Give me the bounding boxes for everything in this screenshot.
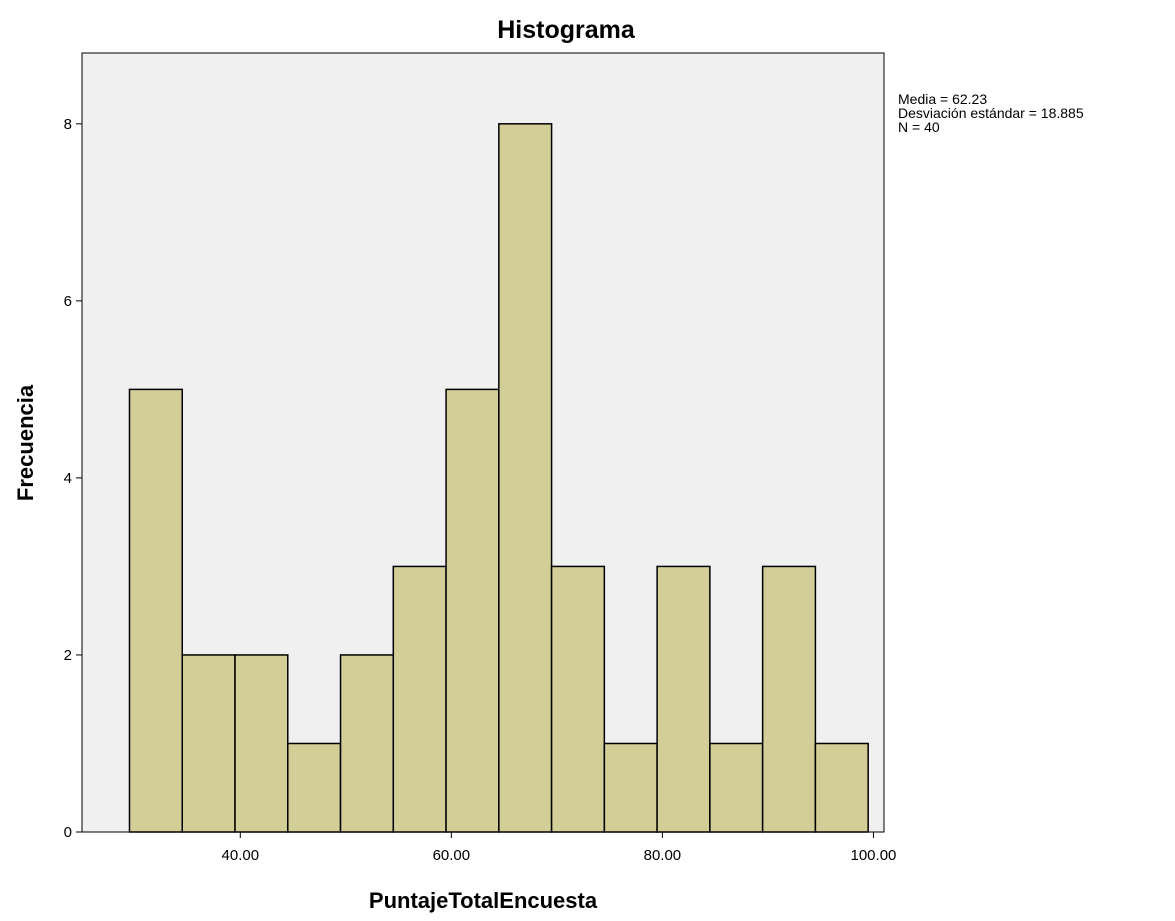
stat-desviacion: Desviación estándar = 18.885 [898,105,1084,121]
y-axis: 0 2 4 6 8 [64,116,82,841]
x-axis: 40.00 60.00 80.00 100.00 [222,832,897,864]
y-tick-label: 0 [64,824,72,841]
x-tick-label: 40.00 [222,847,260,864]
histogram-bar [234,654,289,833]
histogram-bar [181,654,236,833]
histogram-bar [656,565,711,833]
histogram-bar [445,388,500,833]
x-tick-label: 80.00 [644,847,682,864]
histogram-bar [498,123,553,833]
histogram-bar [128,388,184,833]
x-tick-label: 60.00 [433,847,471,864]
y-tick-label: 4 [64,470,72,487]
y-tick-label: 6 [64,293,72,310]
histogram-bar [392,565,447,833]
x-tick-label: 100.00 [851,847,897,864]
y-tick-label: 8 [64,116,72,133]
histogram-bar [339,654,395,833]
histogram-bar [603,742,658,833]
stat-media: Media = 62.23 [898,91,987,107]
histogram-bar [287,742,342,833]
stat-n: N = 40 [898,119,940,135]
y-axis-title: Frecuencia [13,384,38,501]
histogram-bar [709,742,764,833]
bars-group [128,123,869,833]
histogram-bar [761,565,817,833]
histogram-bar [550,565,606,833]
histogram-bar [814,742,869,833]
stats-box: Media = 62.23 Desviación estándar = 18.8… [898,91,1084,135]
x-axis-title: PuntajeTotalEncuesta [369,888,598,913]
chart-title: Histograma [497,16,636,44]
y-tick-label: 2 [64,647,72,664]
